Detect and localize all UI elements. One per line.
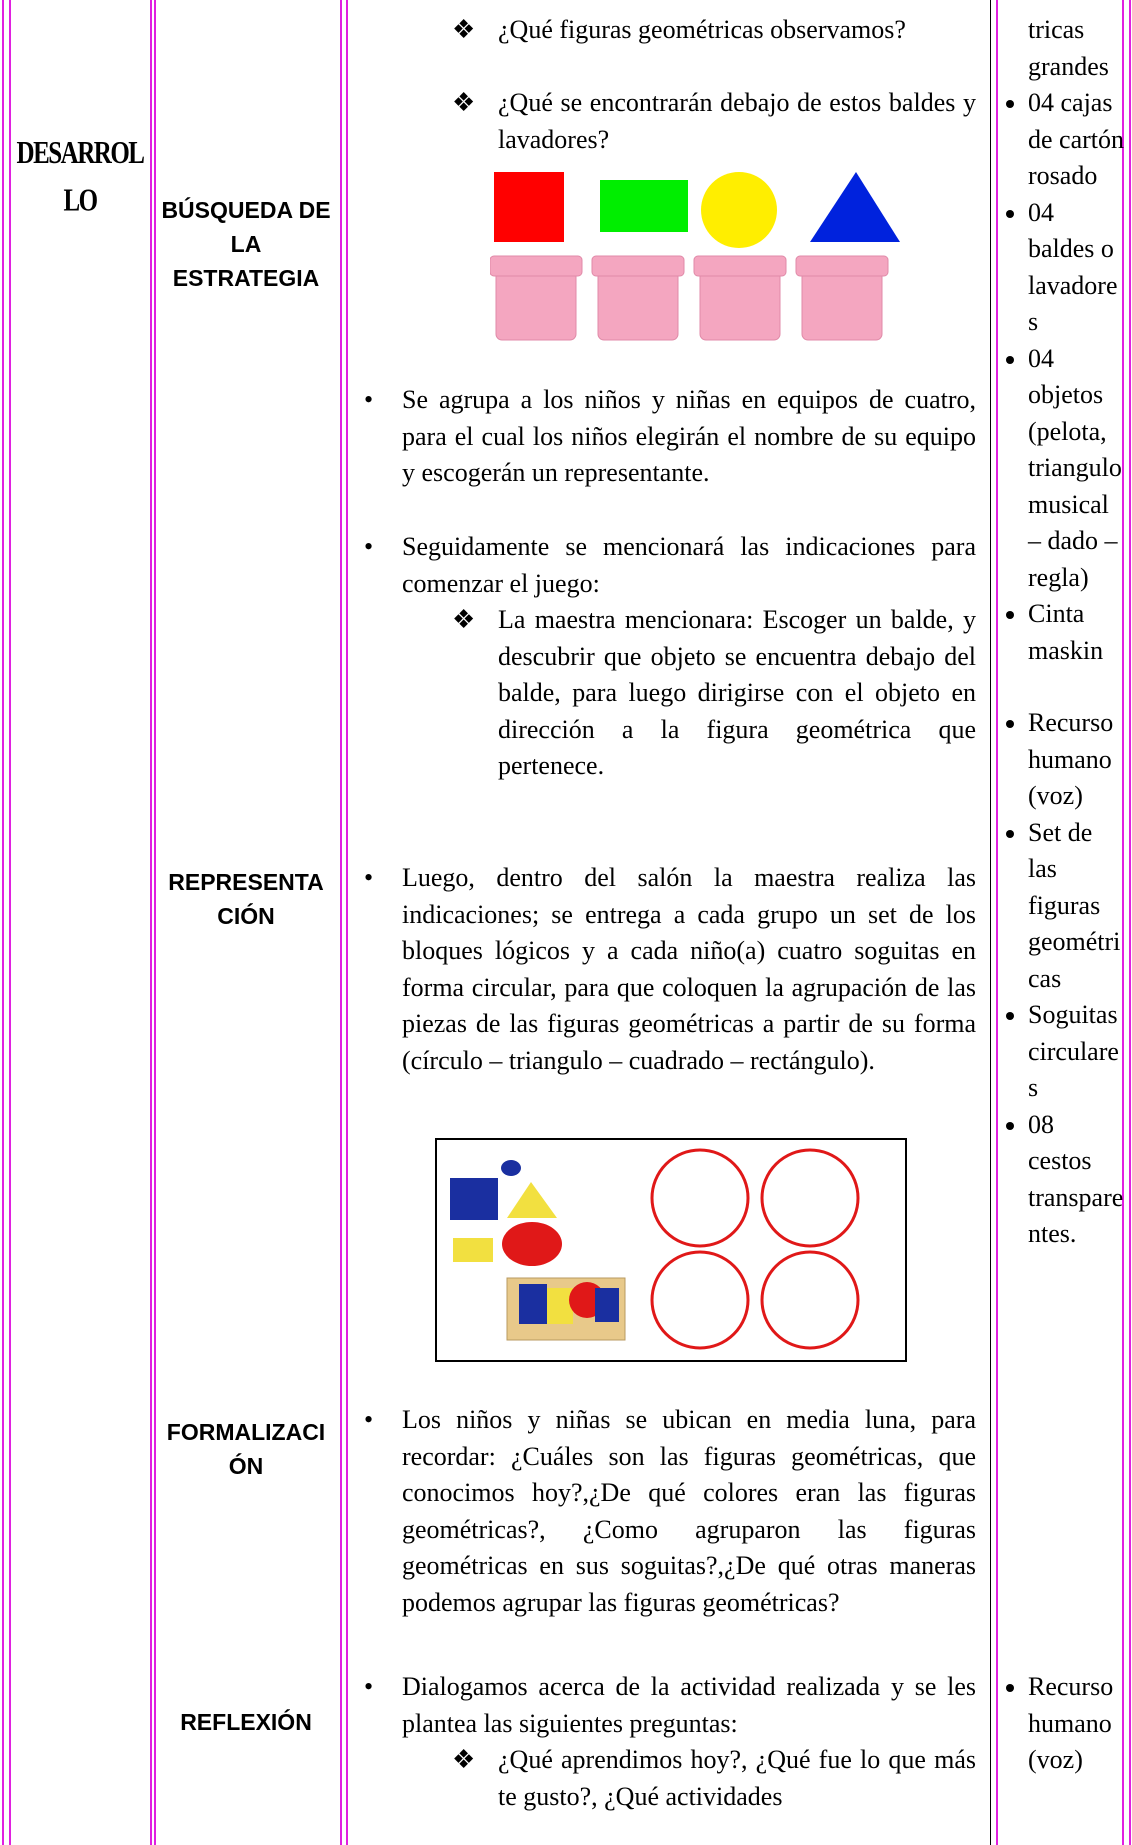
material-item: Cinta maskin (1028, 596, 1124, 669)
material-item: Set de las figuras geométricas (1028, 815, 1124, 998)
blocks-image (435, 1138, 907, 1362)
question: ¿Qué figuras geométricas observamos? (498, 15, 906, 44)
materials-list: Recurso humano (voz) (1000, 1669, 1124, 1779)
stage: DESARROLLO (16, 136, 145, 218)
materials: Recurso humano (voz) (1000, 1669, 1124, 1779)
diamond-bullet: ❖ (452, 15, 476, 44)
material-item: Recurso humano (voz) (1028, 1669, 1124, 1779)
material-item: 04 objetos (pelota, triangulo musical – … (1028, 341, 1124, 597)
material-item: 04 baldes o lavadores (1028, 195, 1124, 341)
question: ¿Qué se encontrarán debajo de estos bald… (498, 88, 976, 154)
material-item: Recurso humano (voz) (1028, 705, 1124, 815)
paragraph: Seguidamente se mencionará las indicacio… (402, 532, 976, 598)
paragraph: ¿Qué aprendimos hoy?, ¿Qué fue lo que má… (498, 1745, 976, 1811)
material-continued: tricas grandes (1028, 15, 1109, 81)
bullet: • (364, 1405, 374, 1434)
figures-image (490, 172, 900, 341)
material-item: 04 cajas de cartón rosado (1028, 85, 1124, 195)
bullet: • (364, 532, 374, 561)
phase-label: FORMALIZACIÓN (166, 1419, 326, 1479)
bullet: • (364, 1672, 374, 1701)
materials-list: 04 cajas de cartón rosado04 baldes o lav… (1000, 85, 1124, 1253)
diamond-bullet: ❖ (452, 88, 476, 117)
diamond-bullet: ❖ (452, 1745, 476, 1774)
bullet: • (364, 385, 374, 414)
bullet: • (364, 863, 374, 892)
material-item: 08 cestos transparentes. (1028, 1107, 1124, 1253)
paragraph: La maestra mencionara: Escoger un balde,… (498, 605, 976, 780)
phase-label: REPRESENTACIÓN (168, 869, 324, 929)
phase-label: REFLEXIÓN (180, 1709, 312, 1735)
paragraph: Se agrupa a los niños y niñas en equipos… (402, 385, 976, 487)
paragraph: Luego, dentro del salón la maestra reali… (402, 863, 976, 1075)
paragraph: Dialogamos acerca de la actividad realiz… (402, 1672, 976, 1738)
paragraph: Los niños y niñas se ubican en media lun… (402, 1405, 976, 1617)
materials: tricas grandes 04 cajas de cartón rosado… (1000, 12, 1124, 1253)
material-item: Soguitas circulares (1028, 997, 1124, 1107)
diamond-bullet: ❖ (452, 605, 476, 634)
phase-label: BÚSQUEDA DE LA ESTRATEGIA (161, 197, 331, 291)
